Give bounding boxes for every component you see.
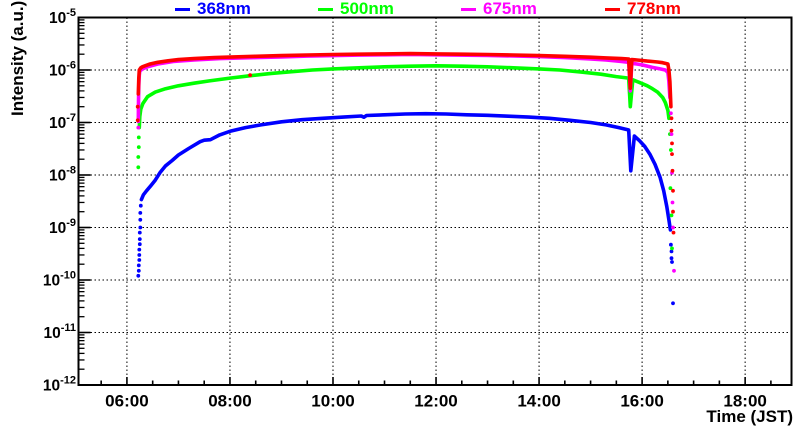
legend-label-778nm: 778nm [627, 0, 681, 18]
svg-text:10-8: 10-8 [49, 165, 76, 185]
svg-text:18:00: 18:00 [723, 392, 766, 411]
svg-text:12:00: 12:00 [414, 392, 457, 411]
svg-text:06:00: 06:00 [105, 392, 148, 411]
legend-item-675nm: 675nm [461, 0, 537, 18]
legend-label-500nm: 500nm [340, 0, 394, 18]
svg-text:14:00: 14:00 [517, 392, 560, 411]
x-axis-title: Time (JST) [706, 407, 793, 426]
svg-text:10-6: 10-6 [49, 60, 76, 80]
svg-text:10:00: 10:00 [311, 392, 354, 411]
legend-dash-778nm-icon [605, 7, 620, 11]
legend-dash-368nm-icon [175, 7, 190, 11]
svg-text:10-11: 10-11 [43, 322, 76, 342]
svg-text:10-7: 10-7 [49, 112, 76, 132]
legend-dash-500nm-icon [318, 7, 333, 11]
legend-label-368nm: 368nm [197, 0, 251, 18]
legend-dash-675nm-icon [461, 7, 476, 11]
legend-item-500nm: 500nm [318, 0, 394, 18]
svg-text:10-10: 10-10 [43, 270, 76, 290]
legend-item-778nm: 778nm [605, 0, 681, 18]
legend-item-368nm: 368nm [175, 0, 251, 18]
svg-text:10-12: 10-12 [43, 375, 76, 395]
legend: 368nm 500nm 675nm 778nm [0, 0, 800, 18]
svg-text:10-5: 10-5 [49, 7, 76, 27]
svg-text:16:00: 16:00 [620, 392, 663, 411]
svg-text:08:00: 08:00 [208, 392, 251, 411]
svg-text:10-9: 10-9 [49, 217, 76, 237]
legend-label-675nm: 675nm [483, 0, 537, 18]
y-axis-title: Intensity (a.u.) [8, 0, 27, 116]
